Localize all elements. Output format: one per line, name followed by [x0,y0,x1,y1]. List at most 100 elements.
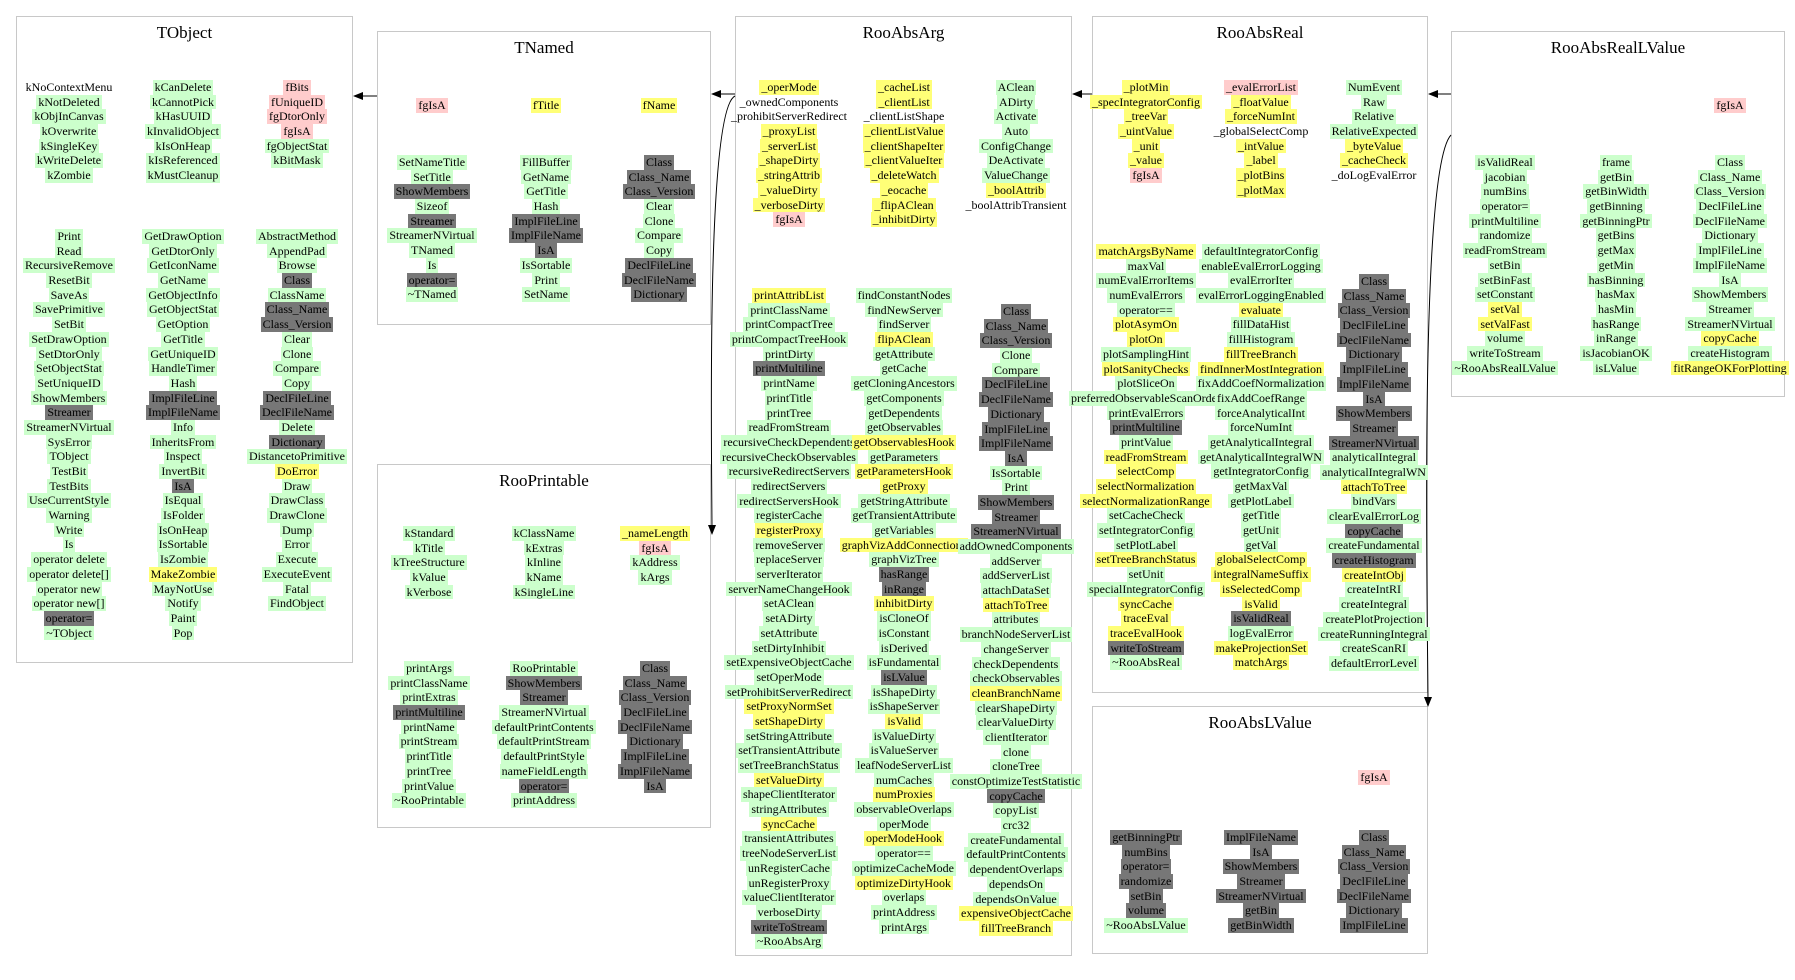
member-item[interactable]: DrawClass [268,493,326,509]
member-item[interactable]: ResetBit [46,273,92,288]
member-item[interactable]: IsSortable [156,537,210,553]
member-item[interactable]: IsSortable [989,465,1043,481]
member-item[interactable]: printMultiline [753,361,825,377]
member-item[interactable]: kClassName [511,526,577,541]
member-item[interactable]: fillTreeBranch [1223,346,1299,362]
member-item[interactable]: NumEvent [1346,80,1402,95]
member-item[interactable]: operator= [518,778,570,794]
member-item[interactable]: Class_Version [1337,859,1411,875]
member-item[interactable]: operator delete [31,552,107,567]
member-item[interactable]: ImplFileName [509,228,583,244]
member-item[interactable]: redirectServers [750,478,828,494]
member-item[interactable]: Streamer [45,405,93,420]
member-item[interactable]: _cacheList [876,80,932,95]
member-item[interactable]: matchArgs [1232,655,1290,670]
member-item[interactable]: IsA [535,243,557,258]
member-item[interactable]: ShowMembers [393,184,471,200]
member-item[interactable]: analyticalIntegral [1330,450,1418,465]
member-item[interactable]: readFromStream [746,420,832,435]
member-item[interactable]: Relative [1352,109,1396,125]
member-item[interactable]: _prohibitServerRedirect [731,109,847,124]
member-item[interactable]: createHistogram [1688,345,1772,361]
member-item[interactable]: fTitle [530,98,562,113]
member-item[interactable]: fgIsA [639,540,671,556]
member-item[interactable]: Info [171,419,195,435]
member-item[interactable]: printDirty [763,346,815,362]
member-item[interactable]: isValid [1242,596,1280,612]
member-item[interactable]: inRange [1594,331,1638,346]
member-item[interactable]: GetTitle [161,331,205,347]
member-item[interactable]: ExecuteEvent [261,566,333,582]
member-item[interactable]: hasBinning [1586,272,1646,288]
member-item[interactable]: copyList [993,803,1039,819]
member-item[interactable]: Pop [171,625,195,641]
member-item[interactable]: _operMode [759,80,819,95]
member-item[interactable]: _uintValue [1118,124,1174,139]
member-item[interactable]: copyCache [1345,523,1403,539]
member-item[interactable]: DeclFileLine [1340,318,1408,333]
member-item[interactable]: MayNotUse [151,581,215,597]
member-item[interactable]: Dictionary [1346,347,1402,363]
member-item[interactable]: kObjInCanvas [32,109,106,125]
member-item[interactable]: ~TObject [44,625,94,641]
member-item[interactable]: DrawClone [267,508,327,523]
member-item[interactable]: kZombie [45,168,93,183]
member-item[interactable]: fgObjectStat [264,138,330,154]
member-item[interactable]: _deleteWatch [869,168,939,183]
member-item[interactable]: findConstantNodes [855,288,953,303]
member-item[interactable]: ImplFileLine [512,213,580,229]
member-item[interactable]: changeServer [981,641,1051,657]
member-item[interactable]: GetIconName [147,258,219,274]
member-item[interactable]: forceNumInt [1228,420,1294,435]
member-item[interactable]: printTree [764,405,814,421]
member-item[interactable]: Inspect [163,449,203,464]
member-item[interactable]: Print [55,229,83,244]
member-item[interactable]: setPlotLabel [1114,537,1178,553]
member-item[interactable]: _serverList [760,138,818,154]
member-item[interactable]: getAnalyticalIntegral [1208,434,1314,450]
member-item[interactable]: ConfigChange [979,138,1053,154]
member-item[interactable]: InvertBit [159,464,207,479]
member-item[interactable]: IsEqual [162,493,204,509]
member-item[interactable]: defaultPrintContents [492,719,596,735]
member-item[interactable]: getParametersHook [854,464,954,479]
member-item[interactable]: Delete [279,419,315,435]
member-item[interactable]: getMaxVal [1232,479,1290,494]
member-item[interactable]: shapeClientIterator [741,787,837,803]
member-item[interactable]: volume [1126,903,1166,919]
member-item[interactable]: Class [281,273,312,288]
member-item[interactable]: kHasUUID [153,109,213,125]
member-item[interactable]: SetBit [51,317,86,332]
member-item[interactable]: setValueDirty [754,772,824,788]
member-item[interactable]: setProhibitServerRedirect [725,684,853,700]
member-item[interactable]: isCloneOf [877,611,931,626]
member-item[interactable]: GetDrawOption [142,229,224,244]
member-item[interactable]: GetOption [155,317,211,332]
member-item[interactable]: plotSamplingHint [1100,346,1191,362]
member-item[interactable]: getBinningPtr [1110,830,1182,845]
member-item[interactable]: Dump [280,522,314,538]
member-item[interactable]: bindVars [1350,494,1398,509]
member-item[interactable]: recursiveCheckObservables [720,449,858,465]
member-item[interactable]: SetTitle [411,169,453,185]
member-item[interactable]: addOwnedComponents [957,539,1075,554]
member-item[interactable]: replaceServer [754,552,824,568]
member-item[interactable]: printStream [398,734,460,750]
member-item[interactable]: FillBuffer [520,155,572,170]
member-item[interactable]: evaluate [1239,302,1283,318]
member-item[interactable]: Class_Version [260,317,334,332]
member-item[interactable]: ImplFileLine [149,390,217,406]
member-item[interactable]: Write [53,522,85,538]
member-item[interactable]: createRunningIntegral [1318,626,1430,642]
member-item[interactable]: IsOnHeap [156,522,210,538]
member-item[interactable]: isValid [885,713,923,729]
member-item[interactable]: Class_Name [622,675,688,691]
member-item[interactable]: printName [761,376,817,391]
member-item[interactable]: maxVal [1125,258,1167,274]
member-item[interactable]: DeclFileName [1337,332,1411,348]
member-item[interactable]: getVal [1243,537,1279,553]
member-item[interactable]: IsA [1005,450,1027,466]
member-item[interactable]: AppendPad [267,243,327,259]
member-item[interactable]: SetName [522,287,570,302]
member-item[interactable]: numBins [1122,844,1170,860]
